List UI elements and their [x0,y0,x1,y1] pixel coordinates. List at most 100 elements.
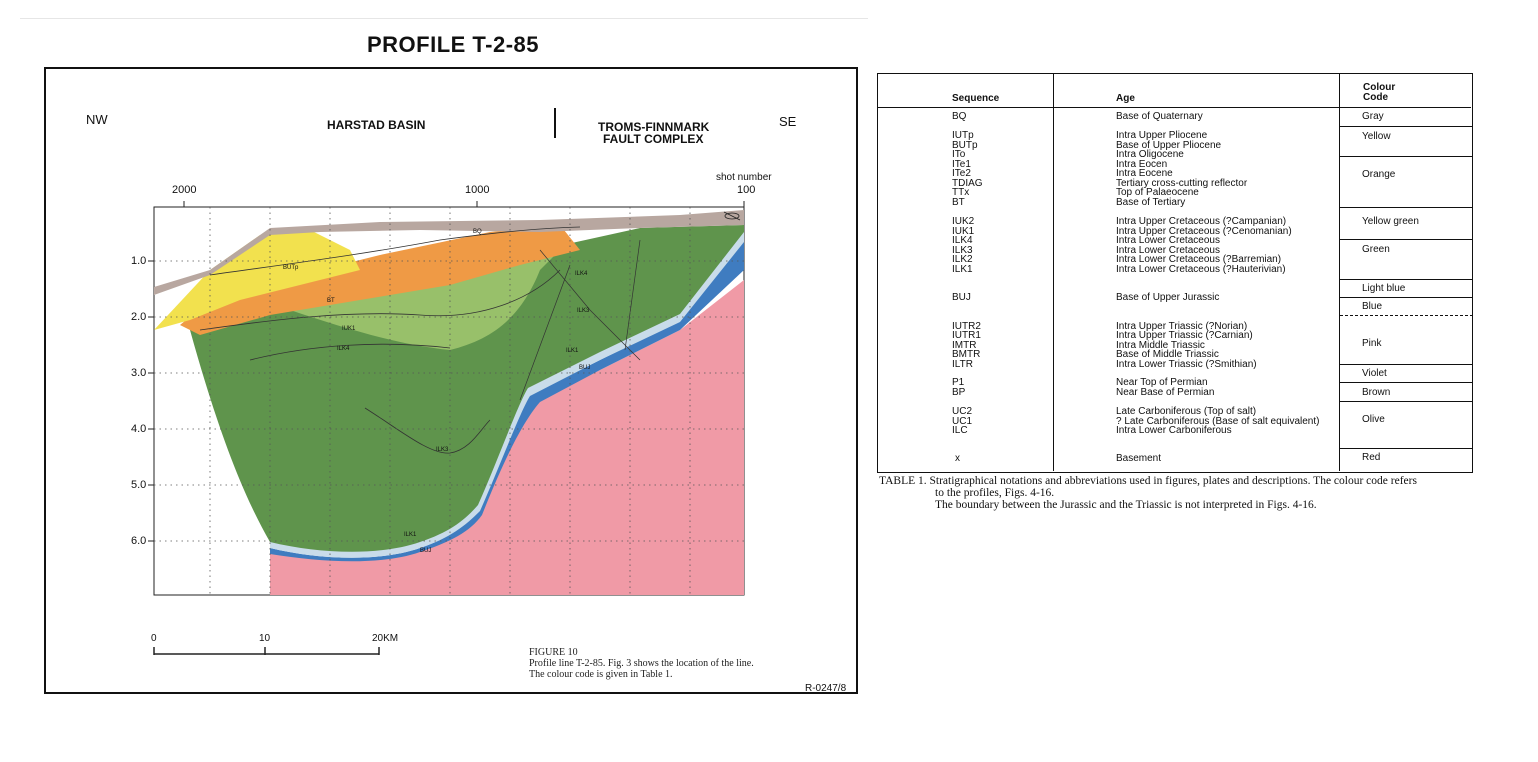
depth-tick-1: 1.0 [131,255,147,267]
shot-tick-100: 100 [737,184,756,196]
basement-pink-area [270,280,744,595]
age-row: Base of Middle Triassic [1116,349,1219,360]
colour-code-cell: Yellow [1340,126,1473,156]
region-troms-finnmark: TROMS-FINNMARK [598,120,710,134]
header-colour: Colour [1363,82,1396,93]
header-code: Code [1363,92,1388,103]
table-caption: TABLE 1. Stratigraphical notations and a… [879,475,1479,511]
seq-row: ILK4 [952,235,973,246]
seq-row: BUJ [952,292,971,303]
age-row: Late Carboniferous (Top of salt) [1116,406,1257,417]
age-bq: Base of Quaternary [1116,111,1203,122]
seq-row: x [955,453,960,464]
header-age: Age [1116,93,1135,104]
region-harstad-basin: HARSTAD BASIN [327,118,426,132]
region-divider [554,108,556,138]
seq-row: P1 [952,377,965,388]
colour-code-cell: Pink [1340,315,1473,364]
geological-section [148,201,745,596]
age-row: Near Top of Permian [1116,377,1208,388]
age-row: Intra Upper Triassic (?Carnian) [1116,330,1253,341]
seq-row: ILK3 [952,245,973,256]
horizon-label: ILK4 [337,346,350,352]
scale-label-20km: 20KM [372,633,399,644]
age-row: Intra Lower Cretaceous (?Barremian) [1116,254,1282,265]
seq-row: IMTR [952,340,977,351]
horizon-label: ILK1 [566,348,579,354]
depth-tick-3: 3.0 [131,367,147,379]
seq-row: ILTR [952,359,973,370]
header-sequence: Sequence [952,93,1000,104]
scale-bar [153,647,380,655]
age-row: ? Late Carboniferous (Base of salt equiv… [1116,416,1320,427]
table-caption-line-1: TABLE 1. Stratigraphical notations and a… [879,475,1417,487]
shot-tick-1000: 1000 [465,184,490,196]
age-row: Near Base of Permian [1116,387,1215,398]
light-green-area [290,250,560,350]
horizon-label: BUJ [579,365,591,371]
age-row: Tertiary cross-cutting reflector [1116,178,1248,189]
horizon-label: ILK4 [575,271,588,277]
figure-frame [44,67,858,694]
age-row: Intra Upper Triassic (?Norian) [1116,321,1248,332]
age-row: Intra Lower Triassic (?Smithian) [1116,359,1257,370]
colour-code-cell: Orange [1340,156,1473,207]
age-row: Intra Lower Cretaceous [1116,235,1220,246]
horizon-label: BQ [473,229,482,235]
age-row: Base of Upper Jurassic [1116,292,1220,303]
colour-code-cell: Blue [1340,297,1473,315]
colour-code-cell: Light blue [1340,279,1473,297]
age-row: Intra Oligocene [1116,149,1184,160]
colour-code-cell: Violet [1340,364,1473,382]
scale-label-10: 10 [259,633,271,644]
horizon-label: ILK3 [436,447,449,453]
seq-row: IUTR2 [952,321,981,332]
direction-se: SE [779,114,797,129]
age-row: Basement [1116,453,1162,464]
shot-number-label: shot number [716,172,772,183]
direction-nw: NW [86,112,108,127]
age-row: Intra Upper Cretaceous (?Cenomanian) [1116,226,1292,237]
age-row: Intra Eocen [1116,159,1168,170]
seq-row: TTx [952,187,970,198]
horizon-label: BT [327,298,335,304]
age-row: Base of Upper Pliocene [1116,140,1222,151]
figure-caption: FIGURE 10 Profile line T-2-85. Fig. 3 sh… [529,647,754,680]
figure-caption-line: Profile line T-2-85. Fig. 3 shows the lo… [529,658,754,669]
seq-row: ILK2 [952,254,973,265]
table-caption-line-3: The boundary between the Jurassic and th… [935,499,1317,511]
stratigraphy-table: Sequence Age Colour Code BQ Base of Quat… [877,73,1473,473]
colour-code-cell: Olive [1340,401,1473,448]
horizon-label: ILK1 [404,532,417,538]
ship-icon [723,211,741,221]
age-row: Top of Palaeocene [1116,187,1199,198]
horizon-label: BUJ [420,548,432,554]
yellow-pliocene-area [154,230,360,330]
seq-row: ILK1 [952,264,973,275]
seq-row: IUK2 [952,216,975,227]
horizon-label: BUTp [283,265,299,271]
seq-bq: BQ [952,111,967,122]
age-row: Intra Eocene [1116,168,1173,179]
depth-tick-6: 6.0 [131,535,147,547]
region-fault-complex: FAULT COMPLEX [603,132,704,146]
seq-row: ILC [952,425,968,436]
age-row: Intra Lower Cretaceous (?Hauterivian) [1116,264,1286,275]
gray-quaternary-area [154,210,744,295]
shot-tick-2000: 2000 [172,184,197,196]
table-caption-line-2: to the profiles, Figs. 4-16. [935,487,1055,499]
figure-caption-line: The colour code is given in Table 1. [529,669,673,680]
seq-row: ITe1 [952,159,971,170]
orange-tertiary-area [180,225,580,335]
seq-row: UC2 [952,406,973,417]
figure-caption-line: FIGURE 10 [529,647,578,658]
age-row: Intra Lower Cretaceous [1116,245,1220,256]
age-row: Intra Upper Pliocene [1116,130,1208,141]
depth-tick-5: 5.0 [131,479,147,491]
horizon-label: IUK1 [342,326,356,332]
seq-row: IUK1 [952,226,975,237]
horizon-label: ILK3 [577,308,590,314]
figure-ref-code: R-0247/8 [805,683,847,694]
seq-row: BMTR [952,349,981,360]
age-row: Intra Upper Cretaceous (?Campanian) [1116,216,1287,227]
